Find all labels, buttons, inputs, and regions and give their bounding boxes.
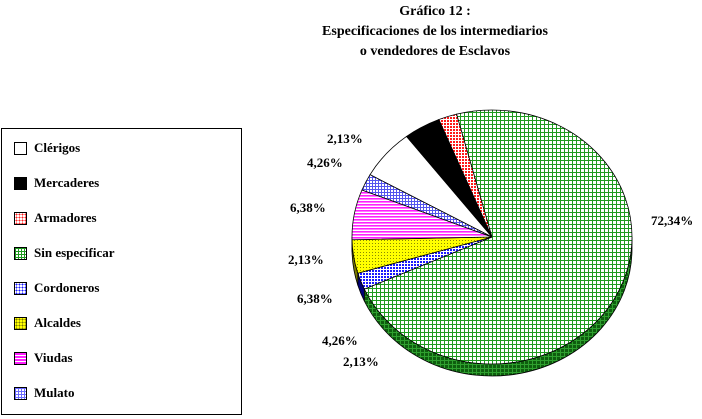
legend-label: Viudas <box>34 350 73 365</box>
legend-label: Mulato <box>34 385 75 400</box>
legend-swatch <box>14 141 27 155</box>
chart-title-line-1: Gráfico 12 : <box>399 4 471 19</box>
legend-swatch <box>14 351 27 365</box>
legend-label: Alcaldes <box>34 315 81 330</box>
legend-swatch <box>14 316 27 330</box>
pie-label-armadores: 2,13% <box>327 131 363 146</box>
legend-item-cordoneros: Cordoneros <box>14 280 99 296</box>
pie-label-mercaderes: 4,26% <box>307 155 343 170</box>
legend-swatch <box>14 281 27 295</box>
pie-label-cordoneros: 2,13% <box>343 354 379 369</box>
chart-legend: Clérigos Mercaderes Armadores Sin especi… <box>1 128 242 415</box>
legend-label: Armadores <box>34 210 97 225</box>
pie-top-layer <box>351 109 633 365</box>
legend-label: Cordoneros <box>34 280 100 295</box>
legend-item-mercaderes: Mercaderes <box>14 175 99 191</box>
chart-title-line-3: o vendedores de Esclavos <box>359 44 511 59</box>
legend-item-alcaldes: Alcaldes <box>14 315 81 331</box>
pie-label-clerigos: 6,38% <box>290 200 326 215</box>
legend-swatch <box>14 211 27 225</box>
pie-label-sin-especificar: 72,34% <box>651 213 693 228</box>
legend-swatch <box>14 386 27 400</box>
legend-item-sin-especificar: Sin especificar <box>14 245 115 261</box>
legend-label: Clérigos <box>34 140 81 155</box>
pie-label-mulato: 2,13% <box>288 252 324 267</box>
pie-slice-mulato <box>361 174 493 238</box>
pie-label-alcaldes: 4,26% <box>322 333 358 348</box>
legend-label: Sin especificar <box>34 245 115 260</box>
legend-swatch <box>14 246 27 260</box>
legend-item-viudas: Viudas <box>14 350 73 366</box>
pie-labels-layer: 6,38% 4,26% 2,13% 72,34% 2,13% 4,26% 6,38% 2,13… <box>288 131 693 369</box>
legend-item-mulato: Mulato <box>14 385 74 401</box>
chart-title: Gráfico 12 : Especificaciones de los int… <box>300 2 570 62</box>
legend-item-clerigos: Clérigos <box>14 140 80 156</box>
pie-label-viudas: 6,38% <box>297 291 333 306</box>
legend-item-armadores: Armadores <box>14 210 97 226</box>
legend-swatch <box>14 176 27 190</box>
legend-label: Mercaderes <box>34 175 100 190</box>
chart-title-line-2: Especificaciones de los intermediarios <box>322 24 548 39</box>
pie-slice-sin-especificar <box>363 109 633 365</box>
